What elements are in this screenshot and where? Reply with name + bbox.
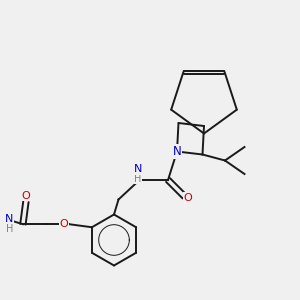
Text: H: H	[6, 224, 13, 234]
Text: O: O	[60, 219, 68, 229]
Text: N: N	[172, 145, 182, 158]
Text: H: H	[134, 173, 142, 184]
Text: N: N	[5, 214, 14, 224]
Text: N: N	[134, 164, 142, 175]
Text: O: O	[22, 191, 30, 201]
Text: O: O	[184, 193, 193, 203]
